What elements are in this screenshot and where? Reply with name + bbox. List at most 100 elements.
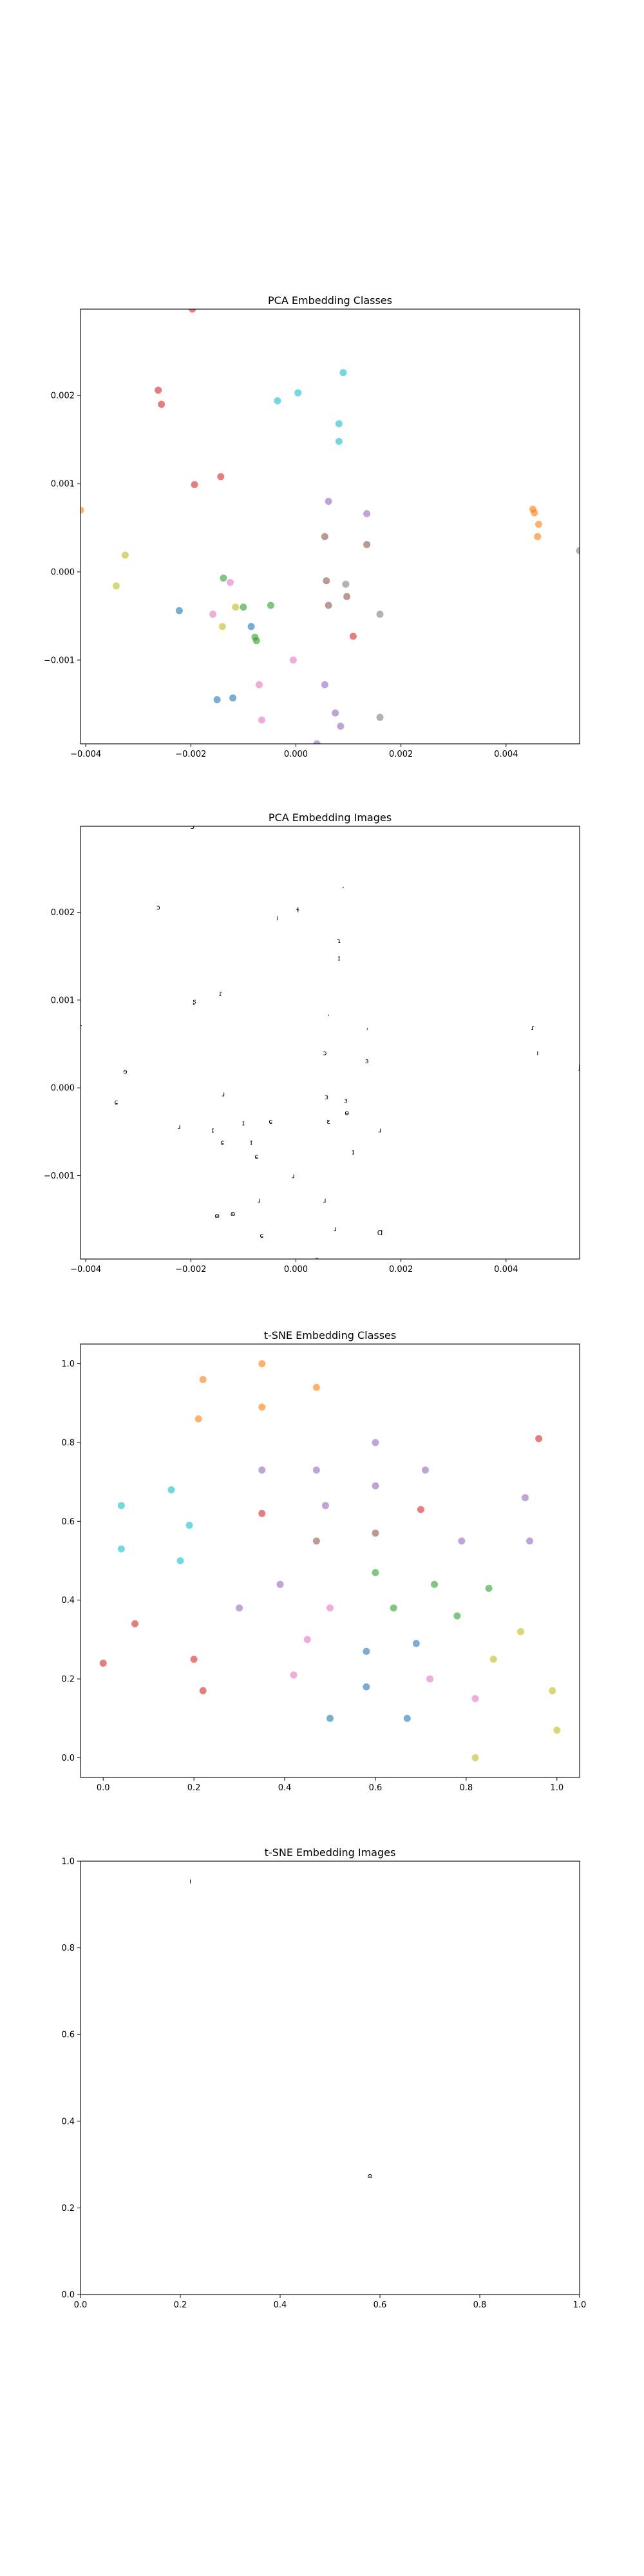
scatter-point <box>312 1383 320 1391</box>
scatter-point <box>376 611 384 618</box>
axes-frame <box>80 308 580 744</box>
x-tick-label: 0.004 <box>494 750 518 759</box>
x-tick-label: −0.002 <box>175 1265 206 1274</box>
scatter-point <box>485 1584 493 1592</box>
x-tick-label: 0.8 <box>473 2300 487 2310</box>
scatter-point <box>321 681 328 688</box>
chart-title: t-SNE Embedding Images <box>265 1846 396 1859</box>
y-tick-label: −0.001 <box>44 1171 75 1181</box>
scatter-point <box>258 716 265 724</box>
image-glyph-point: 3 <box>190 822 194 831</box>
scatter-point <box>549 1687 556 1694</box>
image-glyph-point: ɹ <box>292 1172 295 1180</box>
x-tick-label: 0.000 <box>284 750 308 759</box>
scatter-point <box>258 1466 266 1474</box>
image-glyph-point: ɕ <box>254 1153 258 1161</box>
scatter-point <box>337 723 345 730</box>
scatter-point <box>209 611 217 618</box>
plot-area <box>80 309 580 744</box>
scatter-point <box>131 1620 139 1627</box>
y-tick-label: 0.2 <box>61 2204 75 2213</box>
x-tick-label: 0.2 <box>174 2300 187 2310</box>
x-tick-label: 0.0 <box>97 1783 110 1793</box>
scatter-point <box>325 497 332 505</box>
y-tick-label: −0.001 <box>44 656 75 665</box>
scatter-point <box>417 1506 424 1513</box>
y-tick-label: 0.6 <box>61 1517 75 1527</box>
scatter-point <box>553 1727 561 1734</box>
image-glyph-point: Ɑ <box>377 1229 383 1237</box>
image-glyph-point: ɕ <box>114 1098 118 1106</box>
scatter-point <box>403 1714 411 1722</box>
x-tick-label: −0.002 <box>175 750 206 759</box>
scatter-point <box>312 1466 320 1474</box>
image-glyph-point: ɘ <box>123 1067 128 1075</box>
scatter-point <box>535 1435 543 1443</box>
image-glyph-point: ʴ <box>366 1026 368 1034</box>
scatter-point <box>258 1510 266 1517</box>
image-glyph-point: ɜ <box>344 1096 348 1104</box>
scatter-point <box>175 607 183 614</box>
scatter-point <box>236 1604 243 1612</box>
scatter-point <box>213 696 221 704</box>
image-glyph-point: ɪ <box>242 1119 245 1128</box>
scatter-point <box>220 574 227 582</box>
image-glyph-point: ɾ <box>219 989 223 998</box>
image-glyph-point: ɜ <box>325 1093 328 1101</box>
scatter-point <box>426 1675 433 1683</box>
image-glyph-point: ɪ <box>212 1126 214 1135</box>
scatter-point <box>112 582 120 590</box>
image-glyph-point: ɷ <box>367 2172 372 2180</box>
axes-frame <box>80 1861 580 2295</box>
scatter-point <box>313 740 321 744</box>
x-tick-label: −0.004 <box>70 750 101 759</box>
scatter-point <box>117 1545 125 1553</box>
scatter-point <box>526 1537 533 1545</box>
x-tick-label: 0.8 <box>460 1783 473 1793</box>
scatter-point <box>80 506 84 514</box>
scatter-point <box>294 389 302 397</box>
scatter-point <box>276 1580 284 1588</box>
scatter-point <box>218 623 226 630</box>
scatter-point <box>412 1640 420 1647</box>
x-tick-label: 0.004 <box>494 1265 518 1274</box>
scatter-point <box>521 1494 529 1502</box>
y-tick-label: 0.001 <box>51 996 75 1005</box>
x-tick-label: 0.000 <box>284 1265 308 1274</box>
image-glyph-point: ɹ <box>222 1090 225 1099</box>
scatter-point <box>327 1604 334 1612</box>
scatter-point <box>158 401 166 408</box>
image-glyph-point: ɷ <box>214 1211 220 1220</box>
scatter-point <box>372 1569 379 1577</box>
axes-frame <box>80 1343 580 1778</box>
axes-frame <box>80 826 580 1260</box>
x-tick-label: 0.6 <box>369 1783 383 1793</box>
scatter-point <box>289 656 297 664</box>
plot-area <box>99 1360 561 1761</box>
scatter-point <box>363 541 371 549</box>
image-glyph-point: ɾ <box>79 1023 82 1031</box>
y-tick-label: 1.0 <box>61 1857 75 1867</box>
y-tick-label: 1.0 <box>61 1359 75 1369</box>
scatter-point <box>376 714 384 721</box>
scatter-point <box>185 1521 193 1529</box>
scatter-point <box>390 1604 397 1612</box>
scatter-point <box>516 1628 524 1636</box>
image-glyph-point: ʂ <box>193 997 196 1005</box>
scatter-point <box>274 397 281 404</box>
image-glyph-point: ɹ <box>334 1224 337 1233</box>
scatter-point <box>267 601 274 609</box>
scatter-point <box>99 1660 107 1667</box>
image-glyph-point: ɹ <box>178 1122 181 1131</box>
scatter-point <box>343 592 351 600</box>
y-tick-label: 0.002 <box>51 392 75 401</box>
scatter-point <box>339 369 347 377</box>
scatter-point <box>489 1655 497 1663</box>
y-tick-label: 0.8 <box>61 1438 75 1448</box>
scatter-point <box>303 1636 311 1643</box>
x-tick-label: 0.4 <box>274 2300 287 2310</box>
image-glyph-point: ɪ <box>250 1139 252 1147</box>
scatter-point <box>176 1557 184 1564</box>
